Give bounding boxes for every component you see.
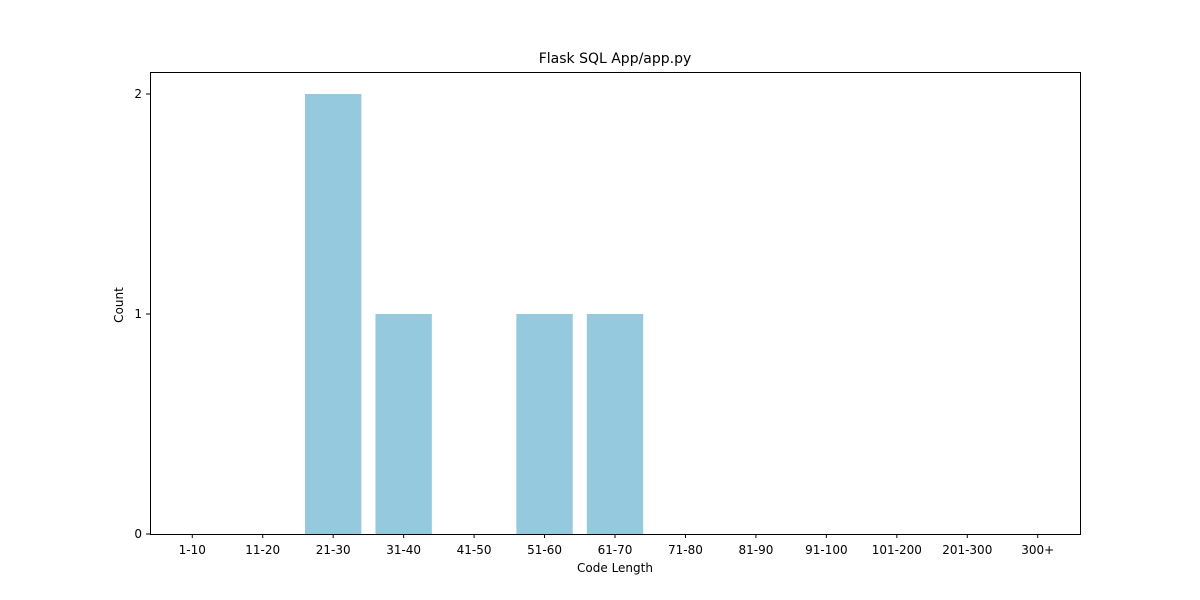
x-tick-label: 201-300 — [942, 543, 992, 557]
bars-group — [305, 94, 644, 534]
x-tick-label: 81-90 — [738, 543, 773, 557]
x-axis-ticks: 1-10 11-20 21-30 31-40 41-50 51-60 61-70 71-80 8… — [179, 534, 1054, 557]
y-tick-label: 1 — [134, 307, 142, 321]
x-tick-label: 11-20 — [245, 543, 280, 557]
x-tick-label: 91-100 — [805, 543, 848, 557]
x-tick-label: 41-50 — [457, 543, 492, 557]
y-axis-ticks: 0 1 2 — [134, 87, 150, 541]
y-tick-label: 0 — [134, 527, 142, 541]
x-tick-label: 51-60 — [527, 543, 562, 557]
x-tick-label: 61-70 — [598, 543, 633, 557]
chart-title: Flask SQL App/app.py — [539, 51, 692, 67]
plot-frame — [150, 72, 1081, 535]
bar-31-40 — [375, 314, 432, 534]
x-tick-label: 31-40 — [386, 543, 421, 557]
x-tick-label: 1-10 — [179, 543, 206, 557]
bar-61-70 — [586, 314, 644, 534]
x-tick-label: 21-30 — [316, 543, 351, 557]
y-tick-label: 2 — [134, 87, 142, 101]
bar-21-30 — [305, 94, 362, 534]
x-tick-label: 71-80 — [668, 543, 703, 557]
x-tick-label: 300+ — [1021, 543, 1054, 557]
y-axis-label: Count — [112, 287, 126, 323]
bar-51-60 — [516, 314, 573, 534]
x-tick-label: 101-200 — [872, 543, 922, 557]
x-axis-label: Code Length — [577, 561, 653, 575]
